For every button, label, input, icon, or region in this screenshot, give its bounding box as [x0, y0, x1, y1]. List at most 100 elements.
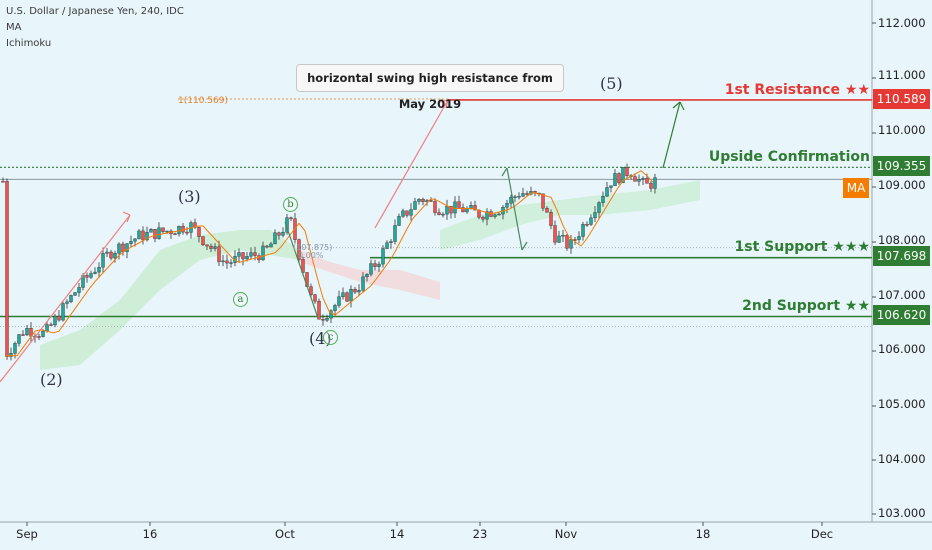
- candle-body: [117, 243, 121, 254]
- candle-body: [113, 253, 117, 259]
- fib-small-label-2: 0.00%: [298, 251, 324, 260]
- candle-body: [561, 235, 565, 237]
- indicator-ma-label[interactable]: MA: [6, 22, 22, 33]
- candle-body: [581, 223, 585, 237]
- candle-body: [261, 245, 265, 261]
- candle-body: [369, 263, 373, 275]
- candle-body: [389, 241, 393, 243]
- wave-arrow-1-head-b: [126, 214, 131, 223]
- candle-body: [385, 242, 389, 249]
- y-tick-110: 110.000: [878, 123, 926, 137]
- candle-body: [601, 196, 605, 203]
- candle-body: [105, 251, 109, 254]
- x-tick-sep: Sep: [16, 527, 38, 541]
- candle-body: [145, 232, 149, 241]
- candle-body: [317, 301, 321, 320]
- candle-body: [597, 202, 601, 213]
- candle-body: [77, 287, 81, 293]
- candle-body: [449, 205, 453, 214]
- candle-body: [273, 232, 277, 245]
- wave-c-label: c: [323, 330, 338, 345]
- candle-body: [465, 208, 469, 213]
- y-tick-104: 104.000: [878, 452, 926, 466]
- candle-body: [185, 231, 189, 234]
- candle-body: [217, 246, 221, 262]
- indicator-ichimoku-label[interactable]: Ichimoku: [6, 38, 52, 49]
- wave-a-label: a: [233, 292, 248, 307]
- candle-body: [181, 225, 185, 233]
- candle-body: [17, 334, 21, 344]
- x-tick-nov: Nov: [554, 527, 578, 541]
- candle-body: [569, 239, 573, 249]
- candle-body: [341, 292, 345, 297]
- candle-body: [553, 225, 557, 243]
- candle-body: [5, 181, 9, 357]
- candle-body: [97, 267, 101, 273]
- candle-body: [9, 353, 13, 357]
- wave-3-label: (3): [178, 187, 201, 206]
- candle-body: [281, 232, 285, 236]
- candle-body: [153, 229, 157, 239]
- candle-body: [565, 235, 569, 249]
- candle-body: [545, 207, 549, 213]
- candle-body: [345, 292, 349, 302]
- candle-body: [249, 252, 253, 257]
- ichimoku-cloud: [40, 180, 700, 370]
- candle-body: [277, 232, 281, 236]
- fib-small-label-1: (107.875): [293, 243, 333, 252]
- candle-body: [41, 330, 45, 337]
- candle-body: [381, 248, 385, 265]
- candle-body: [541, 193, 545, 209]
- candle-body: [121, 243, 125, 252]
- candle-body: [393, 225, 397, 242]
- candle-body: [309, 286, 313, 295]
- candle-body: [129, 241, 133, 244]
- candle-body: [433, 201, 437, 213]
- wave-2-label: (2): [40, 370, 63, 389]
- candle-body: [473, 205, 477, 211]
- candle-body: [405, 210, 409, 216]
- candle-body: [605, 187, 609, 197]
- candle-body: [441, 213, 445, 216]
- cloud-bullish-2: [440, 180, 700, 250]
- candle-body: [225, 260, 229, 264]
- candle-body: [165, 230, 169, 233]
- candle-body: [589, 217, 593, 225]
- candle-body: [613, 173, 617, 186]
- candle-body: [521, 193, 525, 197]
- candle-body: [481, 216, 485, 220]
- candle-body: [641, 178, 645, 180]
- candle-body: [525, 193, 529, 195]
- candle-body: [57, 316, 61, 321]
- candle-body: [229, 262, 233, 264]
- candle-body: [297, 239, 301, 260]
- candle-body: [49, 324, 53, 326]
- candle-body: [269, 243, 273, 248]
- ma-line: [5, 170, 654, 357]
- candle-body: [25, 328, 29, 336]
- candle-body: [69, 295, 73, 302]
- candle-body: [237, 252, 241, 257]
- candle-body: [65, 301, 69, 304]
- candle-body: [421, 198, 425, 203]
- y-tick-112: 112.000: [878, 16, 926, 30]
- candle-body: [373, 263, 377, 267]
- candle-body: [13, 343, 17, 354]
- candle-body: [397, 216, 401, 226]
- resistance-price-tag: 110.589: [873, 89, 930, 109]
- candle-body: [193, 222, 197, 228]
- ma-price-tag: MA: [843, 178, 869, 198]
- resistance-callout[interactable]: horizontal swing high resistance from Ma…: [296, 64, 564, 111]
- y-tick-107: 107.000: [878, 288, 926, 302]
- candle-body: [201, 236, 205, 245]
- candle-body: [321, 318, 325, 321]
- candle-body: [45, 324, 49, 332]
- candle-body: [241, 252, 245, 260]
- candle-body: [401, 210, 405, 217]
- candle-body: [621, 167, 625, 184]
- candle-body: [557, 235, 561, 243]
- candle-body: [505, 203, 509, 208]
- candle-body: [445, 205, 449, 215]
